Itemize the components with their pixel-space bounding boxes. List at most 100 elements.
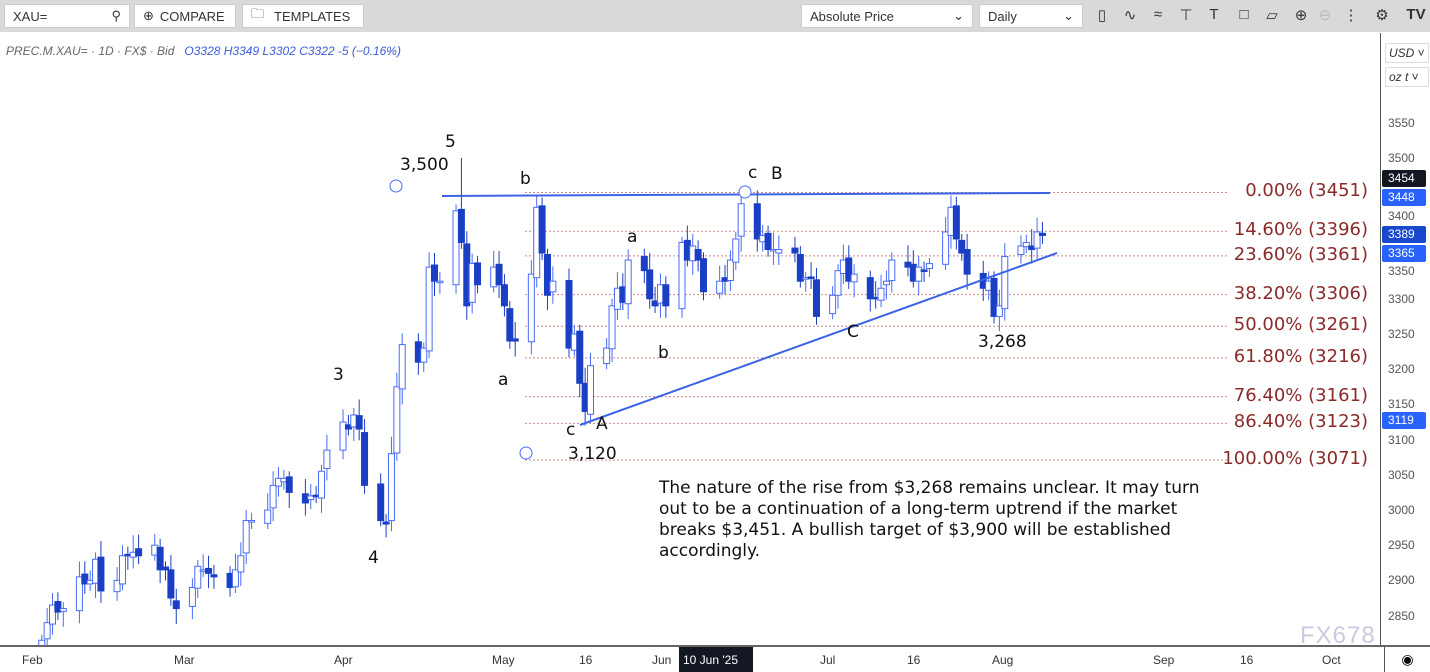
candle-down[interactable] — [920, 269, 928, 272]
candle-down[interactable] — [361, 432, 369, 486]
candle-up[interactable] — [75, 576, 83, 612]
candle-down[interactable] — [54, 601, 62, 613]
candle-down[interactable] — [210, 574, 218, 578]
drawing-icon[interactable]: ⊤ — [1179, 7, 1193, 24]
candle-up[interactable] — [603, 347, 611, 365]
candle-up[interactable] — [264, 509, 272, 524]
candle-down[interactable] — [205, 567, 213, 574]
candle-up[interactable] — [113, 579, 121, 593]
candle-up[interactable] — [732, 238, 740, 263]
candle-down[interactable] — [640, 256, 648, 272]
candle-down[interactable] — [172, 600, 180, 610]
candle-up[interactable] — [269, 484, 277, 509]
candle-down[interactable] — [812, 279, 820, 317]
candle-up[interactable] — [248, 520, 256, 523]
candle-up[interactable] — [452, 210, 460, 286]
candle-up[interactable] — [942, 231, 950, 265]
candle-up[interactable] — [995, 305, 1003, 317]
candle-up[interactable] — [339, 421, 347, 451]
candle-up[interactable] — [1001, 256, 1009, 310]
candle-down[interactable] — [753, 203, 761, 240]
candle-down[interactable] — [952, 205, 960, 240]
candle-down[interactable] — [156, 546, 164, 571]
candle-down[interactable] — [764, 232, 772, 251]
candle-up[interactable] — [231, 569, 239, 588]
candle-up[interactable] — [716, 280, 724, 294]
templates-button[interactable]: 🗀 TEMPLATES — [242, 4, 364, 28]
candle-up[interactable] — [425, 266, 433, 352]
pattern-icon[interactable]: ▱ — [1266, 7, 1278, 24]
indicators-icon[interactable]: ∿ — [1123, 7, 1137, 24]
candle-down[interactable] — [807, 276, 815, 279]
candle-up[interactable] — [549, 280, 557, 293]
candle-down[interactable] — [694, 249, 702, 261]
candle-down[interactable] — [662, 284, 670, 307]
compare-button[interactable]: ⊕ COMPARE — [134, 4, 236, 28]
candle-down[interactable] — [285, 476, 293, 493]
candle-up[interactable] — [436, 280, 444, 284]
candle-up[interactable] — [1022, 241, 1030, 248]
candle-up[interactable] — [915, 266, 923, 282]
candle-up[interactable] — [398, 344, 406, 390]
candle-up[interactable] — [118, 555, 126, 585]
zoom-out-icon[interactable]: ⊖ — [1318, 7, 1332, 24]
candle-up[interactable] — [318, 470, 326, 499]
candle-down[interactable] — [81, 573, 89, 585]
candle-down[interactable] — [866, 277, 874, 300]
candle-down[interactable] — [990, 277, 998, 317]
candle-up[interactable] — [194, 565, 202, 589]
symbol-search-input[interactable]: XAU= ⚲ — [4, 4, 130, 28]
candle-up[interactable] — [775, 249, 783, 254]
candle-down[interactable] — [135, 548, 143, 557]
candle-up[interactable] — [882, 280, 890, 286]
currency-select[interactable]: USD ˅ — [1385, 43, 1429, 63]
candle-up[interactable] — [59, 608, 67, 612]
candle-down[interactable] — [97, 556, 105, 592]
candle-up[interactable] — [242, 520, 250, 554]
unit-select[interactable]: oz t ˅ — [1385, 67, 1429, 87]
candle-up[interactable] — [393, 386, 401, 454]
candle-up[interactable] — [925, 263, 933, 270]
candle-down[interactable] — [162, 566, 169, 571]
candle-up[interactable] — [608, 305, 616, 350]
candle-down[interactable] — [646, 269, 654, 300]
candle-up[interactable] — [1033, 231, 1041, 249]
settings-icon[interactable]: ⚙ — [1375, 7, 1389, 24]
candle-down[interactable] — [963, 249, 971, 275]
candle-up[interactable] — [877, 287, 885, 301]
trendline-handle[interactable] — [738, 185, 752, 199]
text-icon[interactable]: T — [1209, 6, 1219, 23]
candle-down[interactable] — [355, 415, 363, 430]
candle-up[interactable] — [237, 555, 245, 573]
candle-up[interactable] — [850, 273, 858, 283]
shapes-icon[interactable]: □ — [1239, 6, 1249, 23]
candle-down[interactable] — [457, 208, 465, 243]
candle-down[interactable] — [796, 253, 804, 282]
candle-up[interactable] — [834, 270, 842, 296]
candle-down[interactable] — [565, 279, 573, 349]
candle-down[interactable] — [474, 262, 482, 286]
time-axis[interactable]: Feb Mar Apr May 16 Jun Jul 16 Aug Sep 16… — [0, 645, 1430, 672]
studies-icon[interactable]: ≈ — [1153, 6, 1163, 23]
candle-down[interactable] — [958, 239, 966, 254]
candle-down[interactable] — [382, 521, 390, 525]
candle-up[interactable] — [587, 365, 595, 415]
candle-up[interactable] — [49, 604, 57, 625]
candle-up[interactable] — [624, 259, 632, 305]
candle-up[interactable] — [188, 586, 196, 607]
candle-down[interactable] — [543, 253, 551, 296]
candle-up[interactable] — [678, 241, 686, 310]
fib-anchor-handle[interactable] — [519, 446, 533, 460]
candle-down[interactable] — [511, 338, 519, 342]
price-axis[interactable]: USD ˅ oz t ˅ 3550 3500 3400 3350 3300 3250 320… — [1380, 33, 1430, 645]
candle-up[interactable] — [307, 495, 315, 500]
price-mode-select[interactable]: Absolute Price ⌄ — [801, 4, 973, 28]
candle-down[interactable] — [538, 205, 546, 254]
candles-icon[interactable]: ▯ — [1097, 7, 1107, 24]
price-chart[interactable] — [0, 0, 1380, 645]
candle-down[interactable] — [791, 247, 799, 254]
candle-down[interactable] — [495, 263, 503, 286]
candle-up[interactable] — [387, 453, 395, 522]
candle-down[interactable] — [576, 330, 584, 384]
candle-up[interactable] — [527, 273, 535, 343]
